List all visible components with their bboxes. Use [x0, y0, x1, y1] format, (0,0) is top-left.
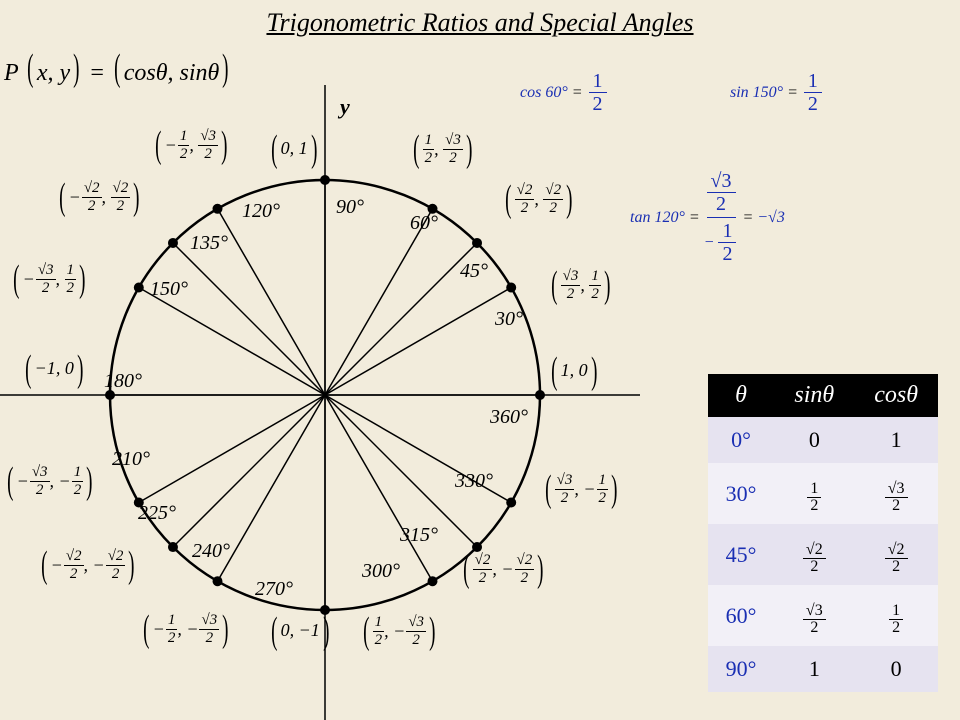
- table-header: cosθ: [854, 374, 938, 417]
- angle-label-180: 180°: [104, 370, 142, 393]
- angle-label-150: 150°: [150, 278, 188, 301]
- eq-sin150: sin 150° = 12: [730, 70, 824, 115]
- coord-label-0: (1, 0): [548, 360, 600, 381]
- angle-label-300: 300°: [362, 560, 400, 583]
- angle-label-90: 90°: [336, 196, 364, 219]
- angle-label-240: 240°: [192, 540, 230, 563]
- coord-label-120: (−12, √32): [152, 128, 231, 162]
- angle-label-135: 135°: [190, 232, 228, 255]
- coord-label-225: (−√22, −√22): [38, 548, 138, 582]
- table-row: 45°√22√22: [708, 524, 938, 585]
- table-header: θ: [708, 374, 775, 417]
- coord-label-270: (0, −1): [268, 620, 332, 641]
- angle-label-120: 120°: [242, 200, 280, 223]
- table-row: 60°√3212: [708, 585, 938, 646]
- coord-label-330: (√32, −12): [542, 472, 621, 506]
- angle-label-60: 60°: [410, 212, 438, 235]
- coord-label-30: (√32, 12): [548, 268, 614, 302]
- angle-label-360: 360°: [490, 406, 528, 429]
- coord-label-300: (12, −√32): [360, 614, 439, 648]
- coord-label-210: (−√32, −12): [4, 464, 96, 498]
- angle-label-315: 315°: [400, 524, 438, 547]
- coord-label-45: (√22, √22): [502, 182, 576, 216]
- table-row: 0°01: [708, 417, 938, 463]
- angle-label-210: 210°: [112, 448, 150, 471]
- coord-label-180: (−1, 0): [22, 358, 86, 379]
- coord-label-240: (−12, −√32): [140, 612, 232, 646]
- eq-cos60: cos 60° = 12: [520, 70, 609, 115]
- angle-label-30: 30°: [495, 308, 523, 331]
- coord-label-60: (12, √32): [410, 132, 476, 166]
- table-row: 90°10: [708, 646, 938, 692]
- coord-label-135: (−√22, √22): [56, 180, 143, 214]
- coord-label-150: (−√32, 12): [10, 262, 89, 296]
- coord-label-315: (√22, −√22): [460, 552, 547, 586]
- table-header: sinθ: [774, 374, 854, 417]
- trig-values-table: θsinθcosθ 0°0130°12√3245°√22√2260°√32129…: [708, 374, 938, 692]
- angle-label-270: 270°: [255, 578, 293, 601]
- eq-tan120: tan 120° = √32 − 12 = −√3: [630, 170, 785, 265]
- angle-label-330: 330°: [455, 470, 493, 493]
- angle-label-225: 225°: [138, 502, 176, 525]
- coord-label-90: (0, 1): [268, 138, 320, 159]
- angle-label-45: 45°: [460, 260, 488, 283]
- table-row: 30°12√32: [708, 463, 938, 524]
